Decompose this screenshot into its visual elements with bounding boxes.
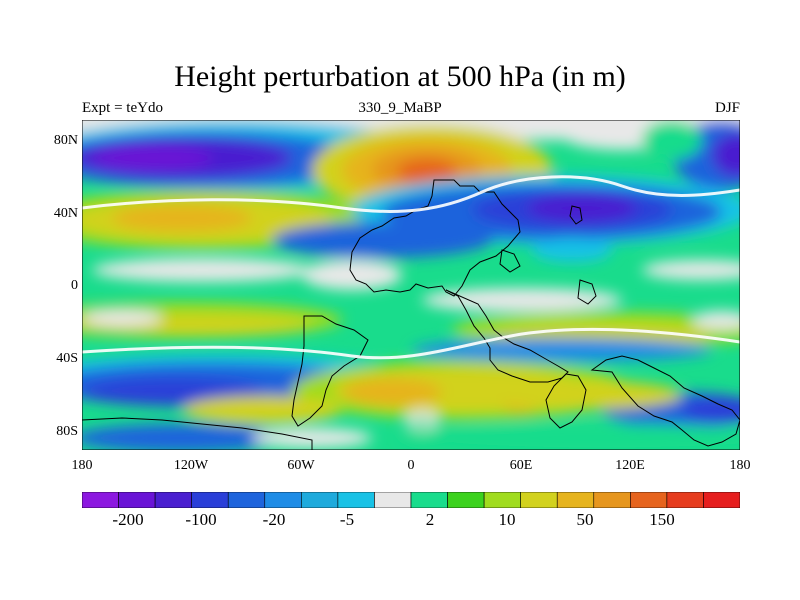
cbar-label-minus200: -200 (112, 510, 144, 529)
colorbar-swatch-3 (191, 492, 229, 508)
experiment-label: Expt = teYdo (82, 100, 163, 116)
colorbar (82, 492, 740, 508)
lon-tick-60e: 60E (509, 458, 533, 473)
cbar-label-minus20: -20 (262, 510, 286, 529)
colorbar-swatch-16 (666, 492, 704, 508)
colorbar-swatch-9 (410, 492, 448, 508)
lat-tick-40n: 40N (53, 206, 78, 221)
cbar-label-150: 150 (649, 510, 675, 529)
lon-tick-180e: 180 (729, 458, 751, 473)
colorbar-swatch-1 (118, 492, 156, 508)
colorbar-swatch-11 (483, 492, 521, 508)
colorbar-swatch-17 (703, 492, 740, 508)
cbar-label-minus5: -5 (339, 510, 355, 529)
colorbar-swatch-12 (520, 492, 558, 508)
lon-tick-180w: 180 (71, 458, 93, 473)
lon-tick-0: 0 (407, 458, 415, 473)
coastline-outlines (82, 179, 740, 450)
colorbar-swatch-0 (82, 492, 119, 508)
colorbar-swatch-5 (264, 492, 302, 508)
colorbar-swatch-13 (556, 492, 595, 508)
cbar-label-10: 10 (498, 510, 516, 529)
lon-tick-120w: 120W (173, 458, 209, 473)
colorbar-swatch-2 (154, 492, 192, 508)
colorbar-swatch-14 (593, 492, 631, 508)
lat-tick-0: 0 (71, 278, 78, 293)
lon-tick-120e: 120E (615, 458, 645, 473)
lat-tick-40s: 40S (56, 351, 78, 366)
contour-map (82, 120, 740, 450)
period-label: 330_9_MaBP (358, 100, 442, 116)
lat-tick-80s: 80S (56, 424, 78, 439)
colorbar-swatch-6 (301, 492, 339, 508)
cbar-label-2: 2 (425, 510, 435, 529)
colorbar-swatch-4 (227, 492, 266, 508)
lon-tick-60w: 60W (287, 458, 315, 473)
season-label: DJF (714, 100, 740, 116)
cbar-label-minus100: -100 (185, 510, 217, 529)
colorbar-swatch-15 (630, 492, 668, 508)
lat-tick-80n: 80N (53, 133, 78, 148)
plot-title: Height perturbation at 500 hPa (in m) (174, 60, 626, 93)
colorbar-swatch-10 (447, 492, 485, 508)
colorbar-swatch-8 (374, 492, 412, 508)
zero-contour (82, 175, 740, 360)
cbar-label-50: 50 (576, 510, 594, 529)
colorbar-swatch-7 (337, 492, 375, 508)
